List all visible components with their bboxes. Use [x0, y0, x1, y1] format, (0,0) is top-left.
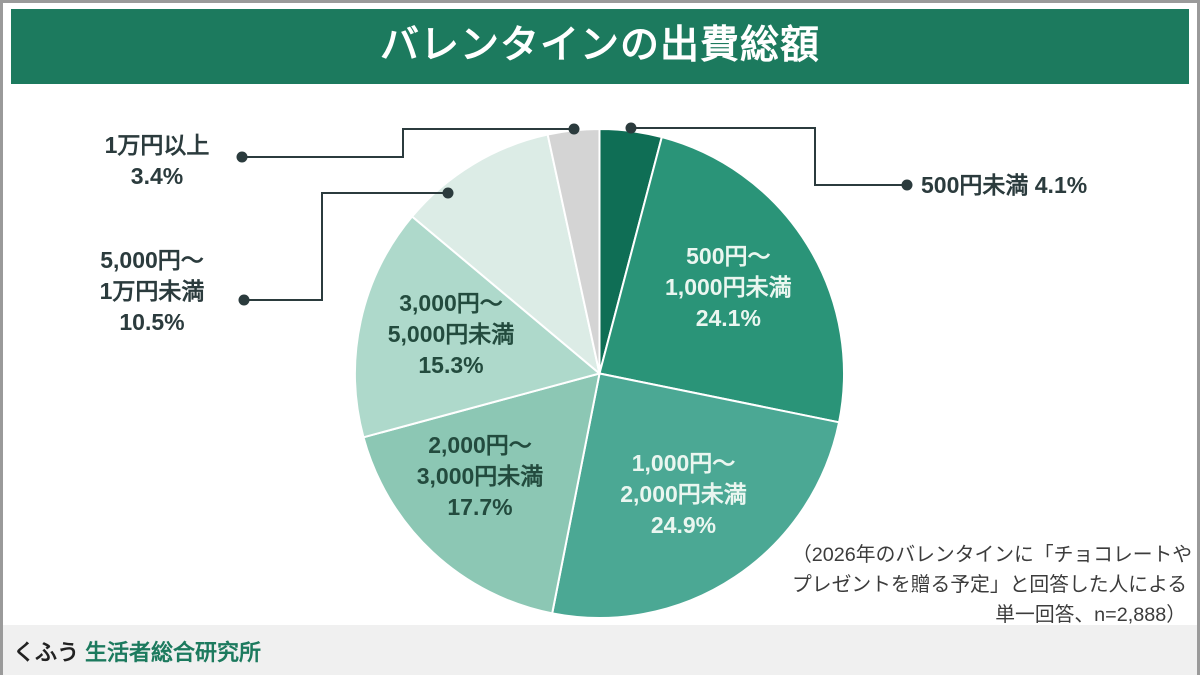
svg-text:24.9%: 24.9% — [651, 512, 716, 538]
svg-text:500円〜: 500円〜 — [686, 243, 770, 269]
svg-text:10.5%: 10.5% — [119, 309, 184, 335]
svg-text:3,000円〜: 3,000円〜 — [399, 290, 503, 316]
svg-text:3,000円未満: 3,000円未満 — [417, 463, 544, 489]
svg-text:24.1%: 24.1% — [696, 305, 761, 331]
svg-text:1万円未満: 1万円未満 — [100, 278, 205, 304]
svg-text:5,000円〜: 5,000円〜 — [100, 247, 204, 273]
svg-text:5,000円未満: 5,000円未満 — [388, 321, 515, 347]
svg-text:3.4%: 3.4% — [131, 163, 183, 189]
svg-text:（2026年のバレンタインに「チョコレートや: （2026年のバレンタインに「チョコレートや — [792, 544, 1192, 566]
svg-text:プレゼントを贈る予定」と回答した人による: プレゼントを贈る予定」と回答した人による — [792, 574, 1187, 596]
svg-text:1,000円未満: 1,000円未満 — [665, 274, 792, 300]
svg-text:1,000円〜: 1,000円〜 — [632, 450, 736, 476]
svg-text:15.3%: 15.3% — [418, 352, 483, 378]
svg-text:単一回答、n=2,888）: 単一回答、n=2,888） — [995, 604, 1186, 626]
svg-text:2,000円〜: 2,000円〜 — [428, 432, 532, 458]
svg-text:2,000円未満: 2,000円未満 — [620, 481, 747, 507]
svg-text:500円未満 4.1%: 500円未満 4.1% — [921, 172, 1087, 198]
svg-text:17.7%: 17.7% — [447, 494, 512, 520]
svg-text:1万円以上: 1万円以上 — [105, 132, 210, 158]
